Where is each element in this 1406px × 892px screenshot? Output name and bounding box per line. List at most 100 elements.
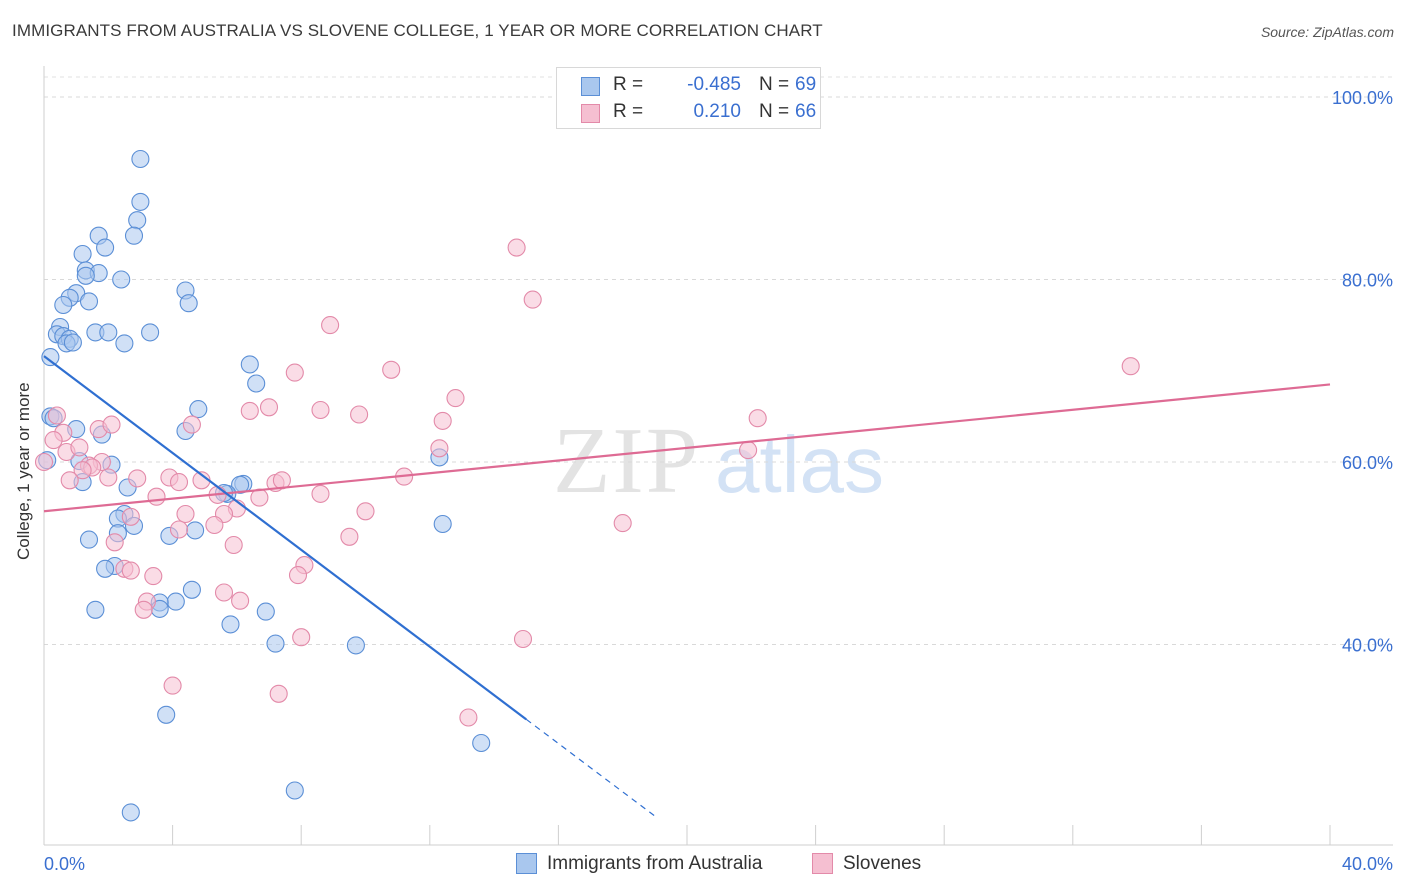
point-slovenes (169, 520, 189, 539)
point-immigrants-from-australia (433, 514, 452, 534)
point-slovenes (231, 591, 250, 610)
point-immigrants-from-australia (99, 323, 118, 342)
point-immigrants-from-australia (166, 592, 185, 611)
point-slovenes (613, 514, 632, 533)
point-slovenes (446, 389, 465, 408)
point-immigrants-from-australia (346, 636, 365, 655)
point-slovenes (285, 363, 304, 382)
point-immigrants-from-australia (121, 803, 140, 822)
legend-r-label: R = (613, 74, 644, 95)
point-slovenes (382, 360, 401, 379)
correlation-legend: R = -0.485 N = 69 R = 0.210 N = 66 (556, 67, 821, 129)
legend-swatch-blue (516, 853, 537, 874)
point-slovenes (47, 406, 66, 425)
point-immigrants-from-australia (472, 733, 491, 753)
point-immigrants-from-australia (96, 559, 115, 578)
tick-labels: 40.0% 60.0% 80.0% 100.0% 0.0% 40.0% (44, 88, 1393, 874)
trend-line-extension (525, 718, 656, 817)
y-tick-label: 100.0% (1332, 88, 1393, 108)
point-immigrants-from-australia (128, 211, 147, 230)
legend-label: Slovenes (843, 853, 922, 874)
y-tick-label: 80.0% (1342, 271, 1393, 291)
point-slovenes (214, 583, 234, 602)
point-immigrants-from-australia (63, 333, 82, 352)
point-immigrants-from-australia (54, 295, 73, 315)
point-immigrants-from-australia (96, 238, 115, 257)
point-immigrants-from-australia (131, 192, 150, 211)
point-slovenes (288, 566, 308, 585)
point-slovenes (147, 487, 166, 506)
legend-r-value: -0.485 (687, 74, 741, 95)
legend-swatch-pink (581, 104, 600, 123)
point-slovenes (350, 405, 369, 424)
legend-r-value: 0.210 (693, 101, 741, 122)
point-immigrants-from-australia (182, 580, 201, 599)
trend-lines (43, 355, 1331, 817)
legend-swatch-blue (581, 77, 600, 96)
point-slovenes (748, 409, 767, 428)
point-slovenes (1121, 357, 1140, 376)
point-immigrants-from-australia (240, 355, 259, 374)
point-immigrants-from-australia (131, 149, 150, 169)
point-slovenes (128, 469, 147, 488)
point-immigrants-from-australia (124, 226, 144, 245)
point-immigrants-from-australia (73, 244, 92, 264)
point-immigrants-from-australia (266, 634, 285, 653)
point-slovenes (311, 484, 330, 503)
point-immigrants-from-australia (285, 781, 304, 800)
legend-item-slovenes[interactable]: Slovenes (812, 852, 942, 878)
point-immigrants-from-australia (79, 292, 99, 311)
point-immigrants-from-australia (76, 266, 95, 285)
point-slovenes (321, 316, 340, 335)
point-slovenes (34, 452, 54, 472)
y-axis-label: College, 1 year or more (14, 382, 33, 560)
point-slovenes (507, 238, 526, 257)
point-immigrants-from-australia (221, 615, 240, 634)
point-immigrants-from-australia (231, 475, 250, 494)
point-slovenes (134, 600, 153, 619)
source-note: Source: ZipAtlas.com (1260, 24, 1394, 40)
point-immigrants-from-australia (157, 705, 176, 724)
trend-line-slovenes (43, 383, 1331, 513)
point-slovenes (292, 628, 311, 647)
point-immigrants-from-australia (179, 294, 198, 313)
watermark-zip: ZIP (553, 409, 700, 513)
point-immigrants-from-australia (112, 270, 131, 289)
point-immigrants-from-australia (115, 334, 134, 353)
x-tick-label: 0.0% (44, 854, 85, 874)
point-slovenes (269, 684, 288, 703)
point-slovenes (259, 398, 279, 417)
legend-swatch-pink (812, 853, 833, 874)
point-slovenes (44, 431, 63, 450)
point-slovenes (459, 708, 478, 727)
legend-r-label: R = (613, 101, 644, 122)
point-slovenes (70, 438, 89, 457)
point-slovenes (739, 441, 758, 460)
point-immigrants-from-australia (189, 400, 208, 419)
point-immigrants-from-australia (256, 602, 275, 621)
y-tick-label: 40.0% (1342, 636, 1393, 656)
chart-title: IMMIGRANTS FROM AUSTRALIA VS SLOVENE COL… (12, 21, 823, 40)
legend-n-label: N = (759, 101, 790, 122)
point-slovenes (356, 502, 375, 521)
y-tick-label: 60.0% (1342, 453, 1393, 473)
axes (43, 66, 1393, 846)
point-slovenes (121, 507, 140, 526)
legend-n-label: N = (759, 74, 790, 95)
point-slovenes (430, 439, 449, 458)
point-slovenes (205, 515, 224, 535)
legend-item-australia[interactable]: Immigrants from Australia (516, 852, 806, 878)
point-slovenes (240, 401, 259, 420)
point-slovenes (169, 473, 189, 492)
point-slovenes (144, 567, 163, 586)
point-immigrants-from-australia (79, 530, 99, 549)
point-slovenes (311, 400, 330, 420)
point-slovenes (73, 461, 92, 480)
point-slovenes (163, 676, 182, 695)
point-slovenes (513, 629, 533, 649)
point-slovenes (99, 468, 118, 487)
point-slovenes (523, 290, 542, 309)
point-immigrants-from-australia (86, 600, 105, 619)
legend-n-value: 66 (795, 101, 817, 122)
